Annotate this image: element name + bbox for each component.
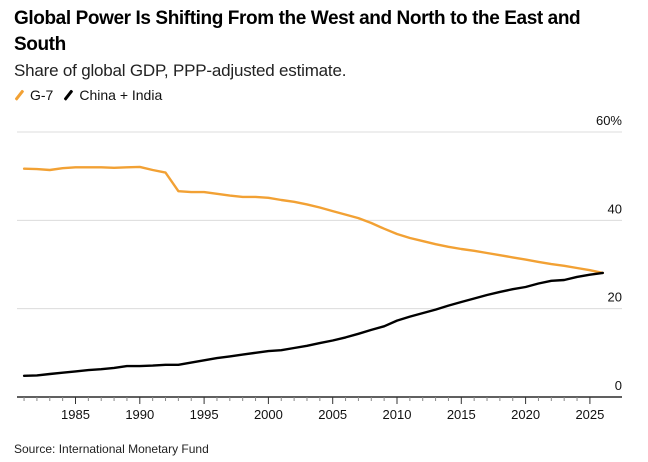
y-tick-label: 20 [608,290,622,305]
chart-title: Global Power Is Shifting From the West a… [14,8,581,55]
x-axis: 1985 1990 1995 2000 2005 2010 2015 2020 2025 [17,396,622,422]
gridlines [17,131,622,310]
x-tick-label: 2015 [447,407,476,422]
legend-label: G-7 [30,87,54,103]
chart-subtitle: Share of global GDP, PPP-adjusted estima… [14,61,347,80]
x-tick-label: 2025 [575,407,604,422]
x-tick-label: 2000 [254,407,283,422]
x-tick-label: 2010 [383,407,412,422]
x-tick-label: 2020 [511,407,540,422]
legend: G-7 China + India [14,87,172,103]
y-tick-label: 60% [596,113,622,128]
source-note: Source: International Monetary Fund [14,442,209,456]
y-tick-label: 0 [615,378,622,393]
x-tick-label: 1985 [61,407,90,422]
series-lines [22,165,604,377]
series-line-china-india [22,271,604,377]
x-tick-label: 2005 [318,407,347,422]
legend-item-g7: G-7 [14,87,53,103]
y-axis: 0 20 40 60% [596,113,622,393]
x-tick-label: 1995 [190,407,219,422]
legend-label: China + India [79,87,163,103]
legend-item-china-india: China + India [63,87,162,103]
x-tick-label: 1990 [125,407,154,422]
series-line-g-7 [22,165,604,275]
y-tick-label: 40 [608,201,622,216]
